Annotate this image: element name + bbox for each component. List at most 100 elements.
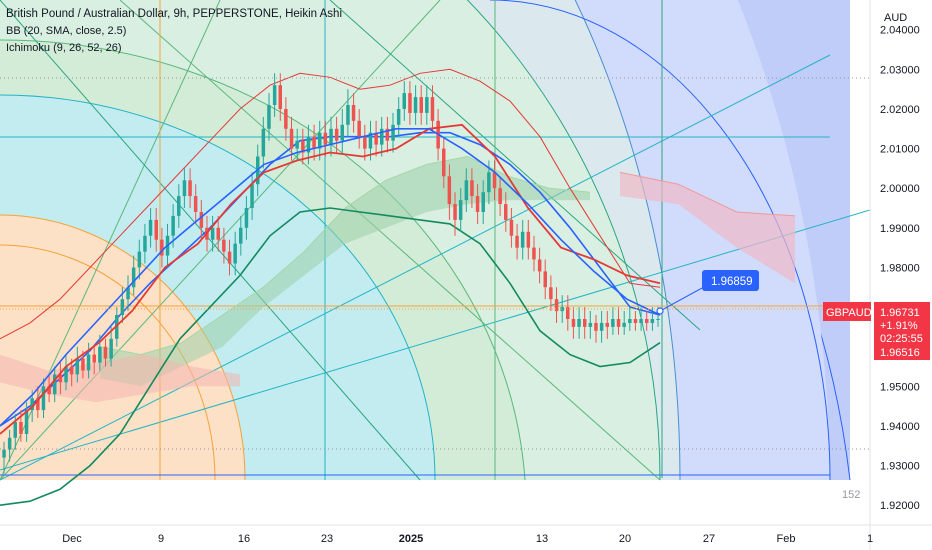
candle-body — [188, 180, 192, 197]
time-tick-label: Dec — [62, 533, 82, 545]
candle-body — [577, 319, 581, 327]
candle — [413, 85, 418, 125]
time-axis[interactable]: Dec 9 16 23 2025 13 20 27 Feb 1 — [62, 533, 873, 545]
candle-body — [120, 299, 125, 315]
candle-body — [487, 172, 491, 193]
candle-body — [402, 93, 406, 109]
candle-body — [374, 132, 378, 145]
candle-body — [177, 196, 181, 216]
candle-body — [520, 231, 525, 248]
candle-body — [272, 85, 277, 105]
candle-body — [64, 366, 68, 383]
candle-body — [554, 299, 559, 312]
time-tick-label: Feb — [777, 533, 796, 545]
currency-label: AUD — [884, 12, 907, 24]
drawn-price-label[interactable]: 1.96859 — [702, 270, 759, 291]
candle — [447, 164, 452, 220]
indicator-bb-label[interactable]: BB (20, SMA, close, 2.5) — [6, 25, 127, 37]
ichimoku-cloud-red-right — [620, 172, 795, 284]
candle-body — [210, 227, 215, 240]
price-box[interactable]: 1.96731 +1.91% 02:25:55 1.96516 — [874, 302, 930, 360]
candle-body — [656, 319, 660, 320]
trend-line-drawing[interactable] — [659, 287, 703, 312]
candle — [492, 160, 497, 201]
candle-body — [126, 287, 130, 300]
candle-body — [408, 93, 412, 113]
candle — [267, 93, 271, 141]
candle — [41, 378, 46, 418]
candle-body — [498, 188, 502, 204]
candle-body — [611, 319, 615, 327]
candle — [188, 168, 192, 208]
candle-body — [160, 239, 164, 256]
fib-fan-line — [0, 0, 441, 481]
candle — [233, 231, 237, 276]
candle-body — [515, 235, 519, 248]
candle-body — [566, 307, 570, 319]
candle-body — [182, 180, 187, 197]
candle-body — [193, 196, 198, 212]
candle — [498, 176, 502, 216]
candle-body — [284, 109, 288, 129]
candle — [210, 215, 215, 252]
candle — [475, 184, 480, 224]
candle — [143, 223, 147, 264]
price-box-change: +1.91% — [880, 320, 918, 332]
candle-body — [2, 449, 6, 458]
candle-body — [543, 271, 547, 288]
candle — [261, 116, 266, 169]
candle-body — [650, 319, 655, 323]
fib-fan-line — [0, 54, 831, 481]
trend-line-anchor[interactable] — [656, 307, 664, 315]
candle — [374, 120, 378, 157]
candle-body — [233, 243, 237, 264]
price-tick-label: 2.01000 — [880, 144, 920, 156]
candle-body — [447, 176, 452, 204]
price-axis[interactable]: 2.04000 2.03000 2.02000 2.01000 2.00000 1.990… — [880, 25, 920, 513]
candle-body — [509, 219, 514, 236]
price-tick-label: 1.99000 — [880, 223, 920, 235]
candle-body — [622, 322, 626, 327]
candle — [7, 429, 12, 462]
candle — [318, 120, 322, 161]
symbol-tag[interactable]: GBPAUD — [823, 302, 872, 321]
candle — [278, 73, 282, 121]
candle-body — [261, 128, 266, 157]
candle-body — [36, 398, 40, 411]
candle-body — [380, 128, 384, 145]
candle-body — [75, 358, 79, 375]
candle-body — [227, 251, 232, 264]
candle — [244, 196, 249, 240]
candle — [137, 239, 142, 280]
indicator-ichimoku-label[interactable]: Ichimoku (9, 26, 52, 26) — [6, 42, 122, 54]
candle-body — [171, 215, 175, 236]
fib-fan-line — [119, 0, 661, 481]
candle-body — [47, 386, 51, 395]
candle — [537, 247, 542, 284]
candle-body — [599, 322, 604, 331]
candle — [193, 184, 198, 224]
candle-body — [458, 200, 463, 220]
candle-body — [391, 124, 395, 141]
candle — [611, 307, 615, 335]
candle — [115, 307, 119, 347]
candle-body — [19, 422, 23, 434]
candle-body — [413, 97, 418, 113]
candle — [481, 180, 485, 224]
candle — [419, 85, 423, 125]
candle — [58, 362, 63, 395]
price-tick-label: 1.92000 — [880, 500, 920, 512]
candle — [160, 227, 164, 268]
candle-body — [289, 128, 294, 149]
symbol-title[interactable]: British Pound / Australian Dollar, 9h, P… — [6, 8, 342, 20]
price-tick-label: 2.02000 — [880, 104, 920, 116]
candle-body — [148, 219, 153, 236]
candle — [289, 116, 294, 161]
candle — [520, 219, 525, 260]
candle-body — [583, 319, 587, 327]
candle — [599, 311, 604, 343]
symbol-tag-bg — [823, 302, 871, 321]
candle-body — [526, 231, 531, 248]
candle — [385, 116, 390, 153]
